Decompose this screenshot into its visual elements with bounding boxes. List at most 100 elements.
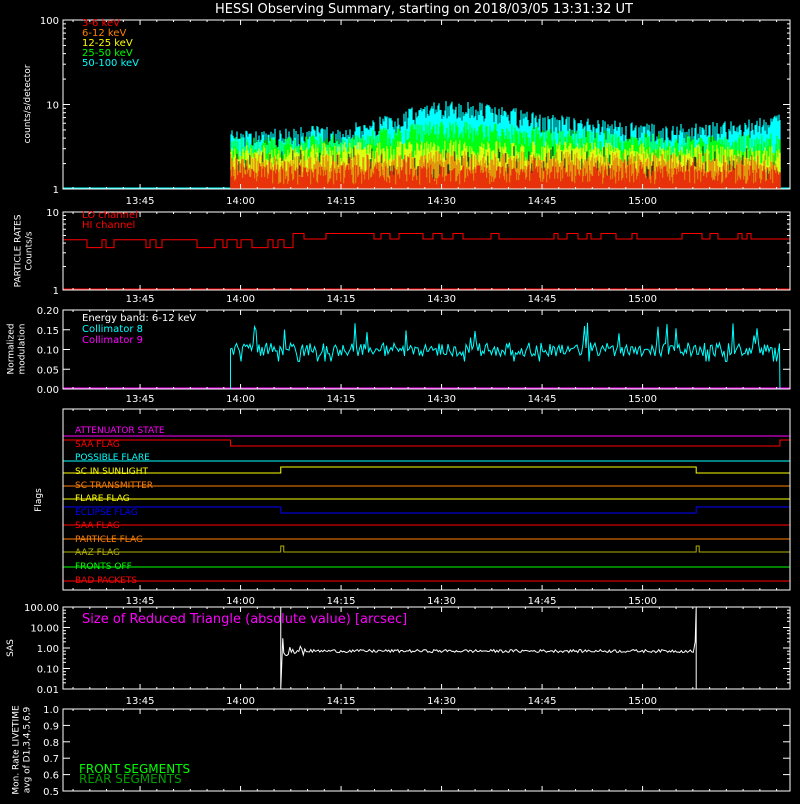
y-tick-label: 0.10 xyxy=(37,346,59,357)
x-tick-label: 14:30 xyxy=(427,294,456,305)
y-tick-label: 100 xyxy=(40,16,59,27)
flag-label: SC TRANSMITTER xyxy=(75,481,153,491)
x-tick-label: 14:15 xyxy=(327,196,356,207)
legend-entry: Energy band: 6-12 keV xyxy=(82,313,196,324)
y-axis-label: counts/s/detector xyxy=(23,64,33,143)
flags-panel: ATTENUATOR STATE SAA FLAG POSSIBLE FLARE SC… xyxy=(34,408,791,607)
x-tick-label: 14:15 xyxy=(327,696,356,707)
legend-entry: FRONT SEGMENTS xyxy=(79,762,190,776)
y-axis-label: Mon. Rate LIVETIME xyxy=(12,705,22,795)
panel-frame xyxy=(62,708,791,792)
x-tick-label: 15:00 xyxy=(628,394,657,405)
y-tick-label: 0.6 xyxy=(43,771,59,782)
flag-series-line xyxy=(63,545,790,553)
x-tick-label: 14:00 xyxy=(226,196,255,207)
flag-label: SAA FLAG xyxy=(75,521,120,531)
x-tick-label: 14:45 xyxy=(528,294,557,305)
legend-entry: HI channel xyxy=(82,220,135,231)
y-tick-label: 100.00 xyxy=(24,603,59,614)
flag-label: PARTICLE FLAG xyxy=(75,535,143,545)
legend-entry: Collimator 9 xyxy=(82,335,143,346)
y-tick-label: 1 xyxy=(53,185,59,196)
y-tick-label: 1.00 xyxy=(37,644,59,655)
x-tick-label: 14:45 xyxy=(528,196,557,207)
x-tick-label: 14:00 xyxy=(226,294,255,305)
y-tick-label: 0.05 xyxy=(37,365,59,376)
x-tick-label: 13:45 xyxy=(126,596,155,607)
y-axis-label: modulation xyxy=(18,324,28,375)
y-tick-label: 0.9 xyxy=(43,721,59,732)
x-tick-label: 15:00 xyxy=(628,596,657,607)
flag-label: FRONTS OFF xyxy=(75,562,132,572)
x-tick-label: 14:15 xyxy=(327,394,356,405)
flag-label: ATTENUATOR STATE xyxy=(75,426,165,436)
y-tick-label: 0.10 xyxy=(37,665,59,676)
legend-entry: Collimator 8 xyxy=(82,324,143,335)
x-tick-label: 14:45 xyxy=(528,394,557,405)
sas-series-line xyxy=(280,606,697,690)
x-tick-label: 13:45 xyxy=(126,196,155,207)
y-tick-label: 0.15 xyxy=(37,326,59,337)
x-tick-label: 14:30 xyxy=(427,596,456,607)
x-tick-label: 14:00 xyxy=(226,394,255,405)
flag-series-line xyxy=(63,439,790,447)
x-tick-label: 14:15 xyxy=(327,596,356,607)
legend-entry: 50-100 keV xyxy=(82,58,139,69)
legend-entry: 3-6 keV xyxy=(82,18,120,29)
y-axis-label: Normalized xyxy=(7,323,17,374)
y-tick-label: 0.01 xyxy=(37,685,59,696)
y-tick-label: 1.0 xyxy=(43,705,59,716)
flag-label: POSSIBLE FLARE xyxy=(75,453,150,463)
flag-label: ECLIPSE FLAG xyxy=(75,508,138,518)
y-axis-label: Counts/s xyxy=(25,231,35,270)
legend-entry: 25-50 keV xyxy=(82,48,133,59)
x-tick-label: 15:00 xyxy=(628,294,657,305)
x-tick-label: 14:00 xyxy=(226,696,255,707)
collimator-8-series-line xyxy=(229,322,781,390)
y-axis-label: SAS xyxy=(6,639,16,657)
x-tick-label: 14:15 xyxy=(327,294,356,305)
x-tick-label: 13:45 xyxy=(126,294,155,305)
x-tick-label: 14:00 xyxy=(226,596,255,607)
lo-channel-series-line xyxy=(63,233,790,249)
y-axis-label: Flags xyxy=(34,488,44,512)
y-tick-label: 10.00 xyxy=(30,624,59,635)
x-tick-label: 14:45 xyxy=(528,696,557,707)
flag-label: FLARE FLAG xyxy=(75,494,130,504)
flag-label: SC IN SUNLIGHT xyxy=(75,467,149,477)
x-tick-label: 15:00 xyxy=(628,696,657,707)
x-tick-label: 14:30 xyxy=(427,696,456,707)
x-tick-label: 15:00 xyxy=(628,196,657,207)
legend-entry: Size of Reduced Triangle (absolute value… xyxy=(82,612,407,627)
y-tick-label: 0.7 xyxy=(43,754,59,765)
flag-series-line xyxy=(63,506,790,514)
y-tick-label: 0.8 xyxy=(43,738,59,749)
x-tick-label: 13:45 xyxy=(126,696,155,707)
x-tick-label: 13:45 xyxy=(126,394,155,405)
y-tick-label: 0.5 xyxy=(43,787,59,798)
flag-label: AAZ FLAG xyxy=(75,548,120,558)
legend-entry: 12-25 keV xyxy=(82,38,133,49)
livetime-panel: 0.5 0.6 0.7 0.8 0.9 1.0 Mon. Rate LIVETIME avg … xyxy=(12,705,791,798)
panel-frame xyxy=(62,211,791,291)
flag-label: BAD PACKETS xyxy=(75,576,137,586)
legend-entry: REAR SEGMENTS xyxy=(79,772,182,786)
y-tick-label: 10 xyxy=(46,101,59,112)
legend-entry: LO channel xyxy=(82,210,138,221)
panel-frame xyxy=(62,408,791,591)
sas-panel: 0.01 0.10 1.00 10.00 100.00 SAS Size of Reduce… xyxy=(6,603,791,707)
y-tick-label: 10 xyxy=(46,208,59,219)
x-tick-label: 14:30 xyxy=(427,196,456,207)
y-tick-label: 0.20 xyxy=(37,306,59,317)
y-tick-label: 0.00 xyxy=(37,385,59,396)
x-tick-label: 14:45 xyxy=(528,596,557,607)
modulation-panel: 0.00 0.05 0.10 0.15 0.20 Normalized modulation… xyxy=(7,306,791,405)
y-axis-label: PARTICLE RATES xyxy=(14,214,24,287)
x-tick-label: 14:30 xyxy=(427,394,456,405)
y-tick-label: 1 xyxy=(53,286,59,297)
